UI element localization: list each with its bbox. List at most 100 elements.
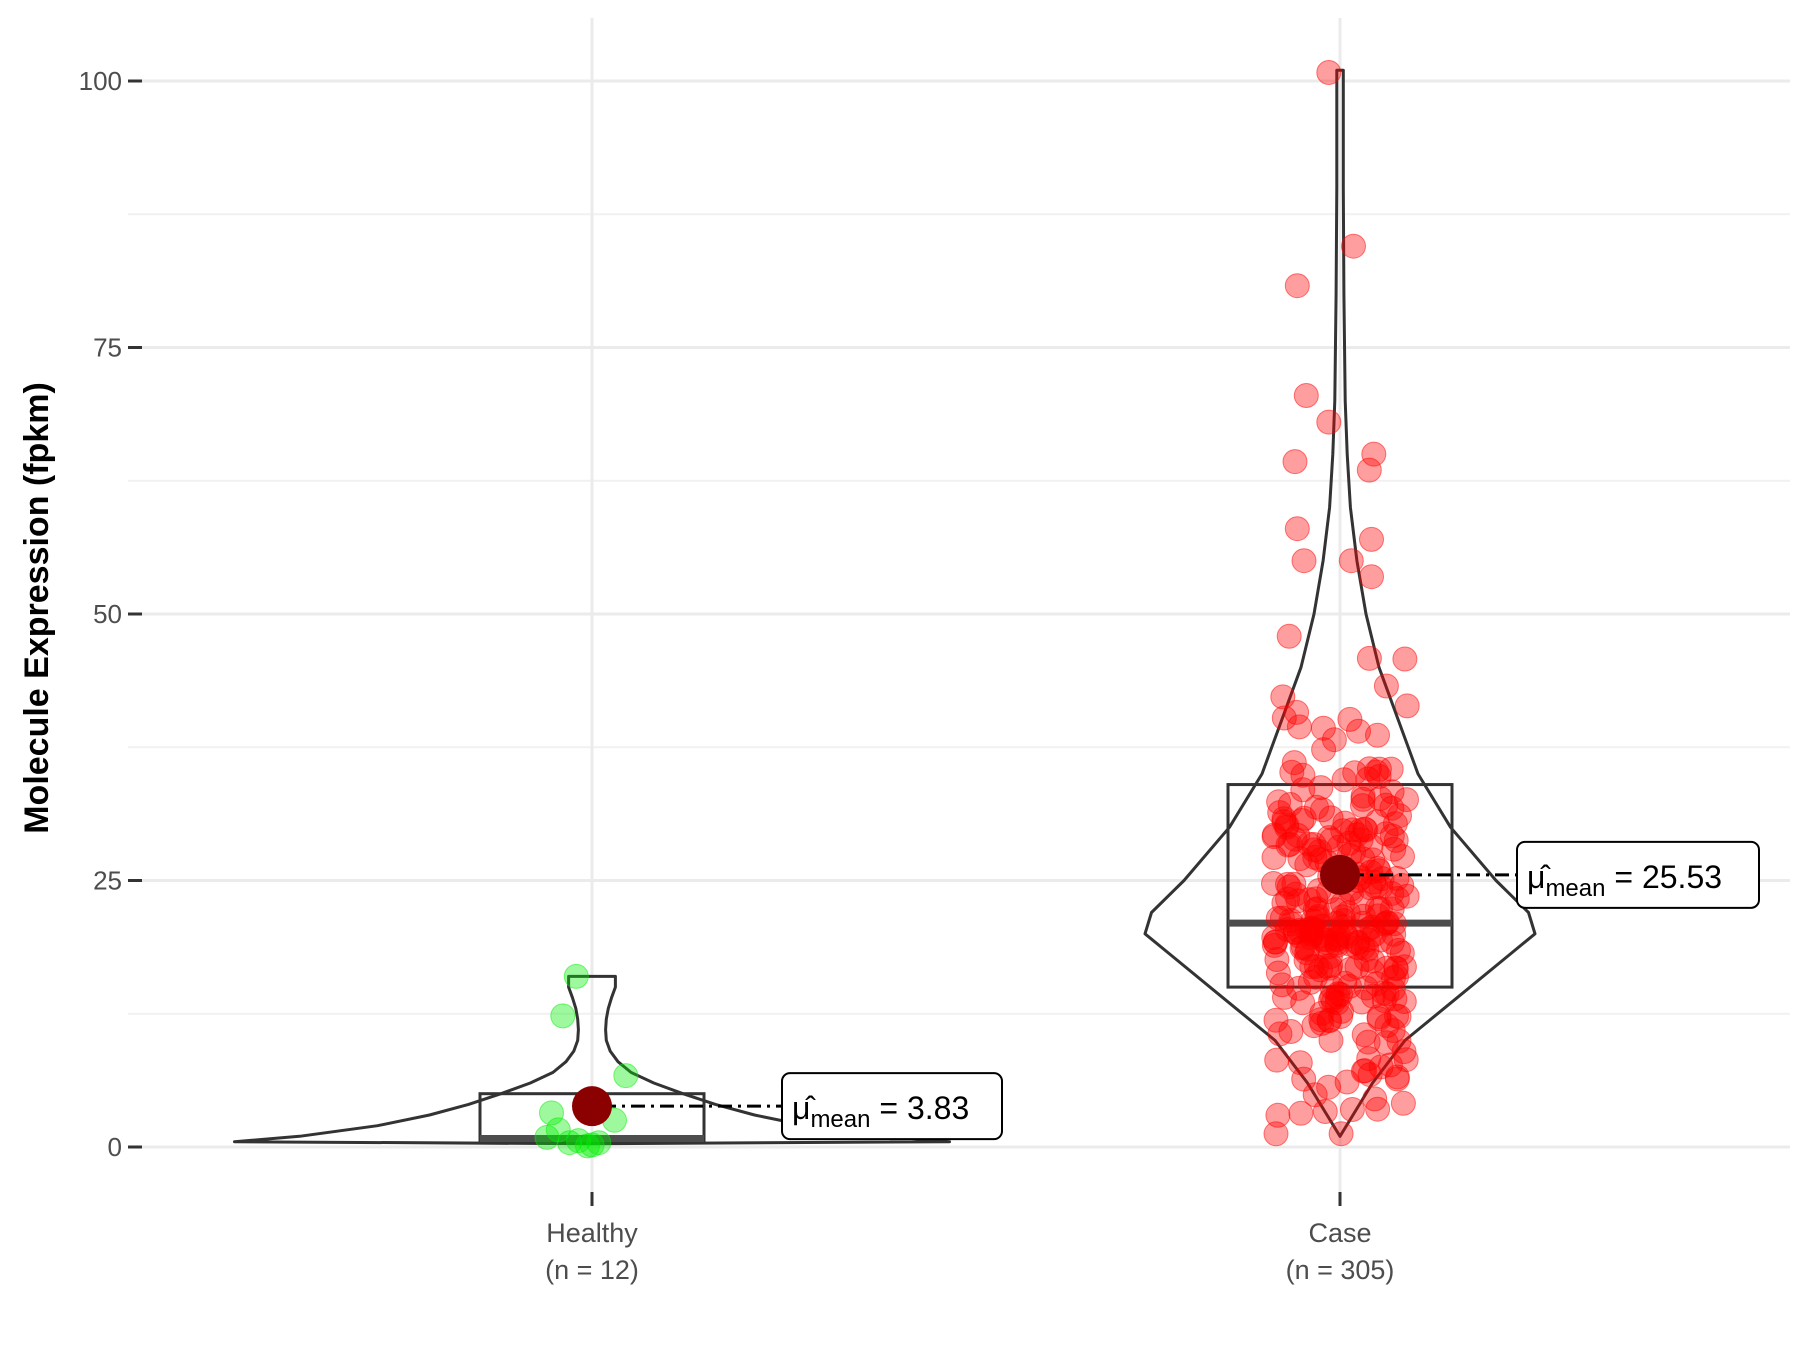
data-point — [1264, 1047, 1290, 1073]
mean-value: = 3.83 — [870, 1090, 969, 1126]
data-point — [1358, 859, 1384, 885]
data-point — [1309, 926, 1335, 952]
data-point — [1389, 940, 1415, 966]
data-point — [1383, 955, 1409, 981]
mean-value: = 25.53 — [1605, 859, 1722, 895]
data-point — [1380, 976, 1406, 1002]
data-point — [1267, 1021, 1293, 1047]
data-point — [550, 1003, 576, 1029]
data-point — [1334, 1069, 1360, 1095]
y-tick-label: 50 — [93, 599, 122, 629]
data-point — [1379, 896, 1405, 922]
data-point — [1365, 722, 1390, 748]
y-tick-label: 0 — [108, 1132, 122, 1162]
data-point — [1278, 1019, 1304, 1044]
data-point — [1392, 646, 1418, 672]
data-point — [1332, 810, 1358, 836]
y-axis-title: Molecule Expression (fpkm) — [18, 382, 56, 834]
data-point — [1391, 954, 1417, 980]
x-category-count: (n = 12) — [545, 1255, 639, 1285]
data-point — [1323, 897, 1349, 923]
data-point — [1290, 990, 1316, 1016]
data-point — [1364, 971, 1390, 997]
data-point — [613, 1063, 639, 1089]
mean-label-box — [781, 1072, 1003, 1141]
data-point — [545, 1117, 571, 1143]
data-point — [1261, 824, 1287, 850]
data-point — [1266, 789, 1292, 815]
mean-label-box — [1516, 840, 1760, 909]
data-point — [1286, 918, 1312, 943]
data-point — [1287, 1050, 1313, 1076]
data-point — [1265, 1102, 1291, 1128]
mean-subscript: mean — [810, 1106, 870, 1133]
mean-label: μ̂mean = 3.83 — [792, 1090, 969, 1133]
data-point — [1366, 764, 1392, 789]
data-point — [1338, 932, 1364, 957]
data-point — [1373, 673, 1399, 699]
mean-subscript: mean — [1545, 875, 1605, 902]
violin-outline — [233, 974, 951, 1146]
data-point — [1293, 383, 1319, 408]
data-point — [1309, 1000, 1335, 1026]
box-iqr — [1226, 783, 1454, 989]
data-point — [1284, 273, 1310, 299]
mean-marker — [1320, 854, 1360, 895]
data-point — [1284, 516, 1310, 542]
data-point — [1338, 548, 1364, 574]
data-point — [1264, 947, 1290, 972]
data-point — [1362, 1086, 1388, 1112]
data-point — [1381, 836, 1407, 862]
data-point — [1312, 1099, 1338, 1124]
data-point — [563, 963, 589, 989]
data-point — [1303, 886, 1329, 912]
data-point — [1318, 805, 1344, 831]
data-point — [1290, 934, 1316, 960]
data-point — [1282, 826, 1308, 852]
data-point — [1284, 699, 1310, 725]
data-point — [1383, 827, 1409, 853]
data-point — [1287, 846, 1313, 872]
data-point — [1282, 449, 1308, 475]
data-point — [1390, 1090, 1416, 1116]
data-point — [1335, 900, 1361, 926]
data-point — [1359, 526, 1384, 552]
data-point — [1321, 727, 1347, 753]
data-point — [1261, 845, 1287, 870]
x-category-count: (n = 305) — [1286, 1255, 1395, 1285]
data-point — [1337, 706, 1363, 732]
data-point — [1394, 693, 1420, 719]
data-point — [1379, 881, 1405, 906]
data-point — [1328, 1121, 1354, 1147]
data-point — [1389, 872, 1415, 898]
data-point — [1261, 871, 1286, 896]
data-point — [1394, 787, 1419, 813]
data-point — [1349, 890, 1375, 916]
data-point — [1281, 750, 1307, 776]
data-point — [1279, 759, 1305, 785]
data-point — [1286, 975, 1312, 1001]
data-point — [1308, 1007, 1334, 1033]
data-point — [1316, 825, 1342, 851]
y-tick-label: 100 — [79, 66, 122, 96]
data-point — [1351, 1022, 1377, 1048]
data-point — [539, 1100, 564, 1126]
mean-marker — [572, 1086, 612, 1127]
data-point — [1359, 564, 1384, 590]
data-point — [1316, 60, 1342, 85]
data-point — [1275, 886, 1301, 912]
data-point — [1386, 1028, 1412, 1054]
data-point — [1349, 989, 1375, 1015]
x-axis: Healthy (n = 12) Case (n = 305) — [545, 1192, 1394, 1285]
data-point — [1319, 984, 1345, 1010]
data-point — [1293, 947, 1319, 973]
data-point — [1308, 775, 1334, 801]
y-tick-label: 25 — [93, 866, 122, 896]
y-axis: 0 25 50 75 100 — [79, 66, 142, 1162]
data-point — [1318, 1027, 1344, 1053]
data-point — [1366, 1004, 1392, 1030]
x-category-label: Healthy — [546, 1218, 638, 1248]
data-point — [1350, 786, 1376, 812]
data-point — [1361, 441, 1387, 467]
data-point — [1390, 844, 1415, 870]
